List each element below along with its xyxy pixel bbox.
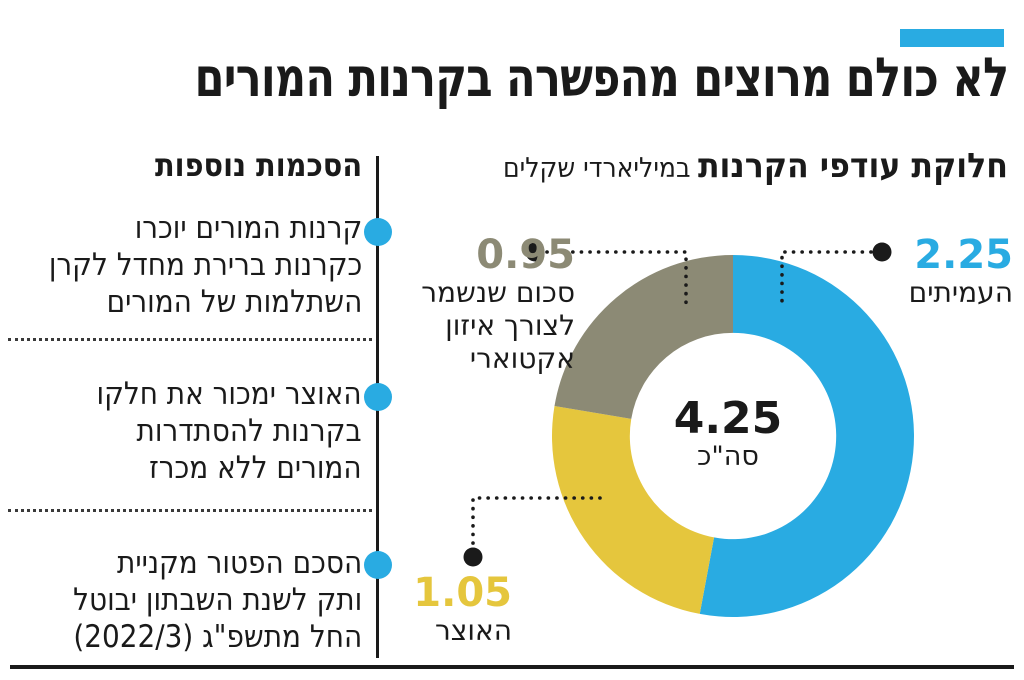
timeline-dot xyxy=(364,383,392,411)
leader-dot-treasury xyxy=(463,547,483,567)
donut-center-label: סה"כ xyxy=(697,441,759,472)
chart-title: חלוקת עודפי הקרנות xyxy=(697,146,1008,186)
chart-subtitle: במיליארדי שקלים xyxy=(503,153,691,184)
accent-bar xyxy=(900,29,1004,47)
donut-center-value: 4.25 xyxy=(673,393,783,444)
chart-header: חלוקת עודפי הקרנותבמיליארדי שקלים xyxy=(503,146,1008,186)
agreement-line: הסכם הפטור מקניית xyxy=(116,545,362,581)
slice-name-members: העמיתים xyxy=(908,276,1013,309)
dotted-separator xyxy=(8,509,372,512)
agreement-item-3: הסכם הפטור מקניית ותק לשנת השבתון יבוטל … xyxy=(73,545,362,656)
donut-center: 4.25 סה"כ xyxy=(628,396,828,472)
donut-svg xyxy=(552,255,914,617)
timeline-dot xyxy=(364,218,392,246)
agreement-item-2: האוצר ימכור את חלקו בקרנות להסתדרות המור… xyxy=(97,376,362,487)
page-title: לא כולם מרוצים מהפשרה בקרנות המורים xyxy=(194,46,1009,109)
donut-slice-2 xyxy=(554,255,733,419)
agreement-line: האוצר ימכור את חלקו xyxy=(96,376,362,412)
agreement-line: החל מתשפ"ג (2022/3) xyxy=(73,619,362,655)
agreement-item-1: קרנות המורים יוכרו כקרנות ברירת מחדל לקר… xyxy=(49,210,362,321)
agreement-line: המורים ללא מכרז xyxy=(149,450,362,486)
agreement-line: כקרנות ברירת מחדל לקרן xyxy=(48,247,362,283)
slice-value-members: 2.25 xyxy=(914,232,1013,278)
agreements-header: הסכמות נוספות xyxy=(154,146,362,184)
slice-value-treasury: 1.05 xyxy=(413,570,512,616)
slice-label-reserve: 0.95 סכום שנשמר לצורך איזון אקטוארי xyxy=(418,234,575,375)
slice-name-treasury: האוצר xyxy=(434,614,512,647)
bottom-rule xyxy=(10,665,1014,669)
slice-label-members: 2.25 העמיתים xyxy=(909,234,1013,309)
timeline-dot xyxy=(364,551,392,579)
donut-slice-1 xyxy=(552,406,715,614)
slice-name-reserve: אקטוארי xyxy=(469,342,575,375)
slice-name-reserve: סכום שנשמר xyxy=(421,276,575,309)
donut-slice-0 xyxy=(699,255,914,617)
agreement-line: קרנות המורים יוכרו xyxy=(134,210,362,246)
slice-value-reserve: 0.95 xyxy=(476,232,575,278)
slice-name-reserve: לצורך איזון xyxy=(445,309,575,342)
agreement-line: ותק לשנת השבתון יבוטל xyxy=(72,582,362,618)
donut-chart xyxy=(551,254,915,618)
slice-label-treasury: 1.05 האוצר xyxy=(413,572,512,647)
agreement-line: השתלמות של המורים xyxy=(106,284,362,320)
dotted-separator xyxy=(8,338,372,341)
agreement-line: בקרנות להסתדרות xyxy=(136,413,362,449)
